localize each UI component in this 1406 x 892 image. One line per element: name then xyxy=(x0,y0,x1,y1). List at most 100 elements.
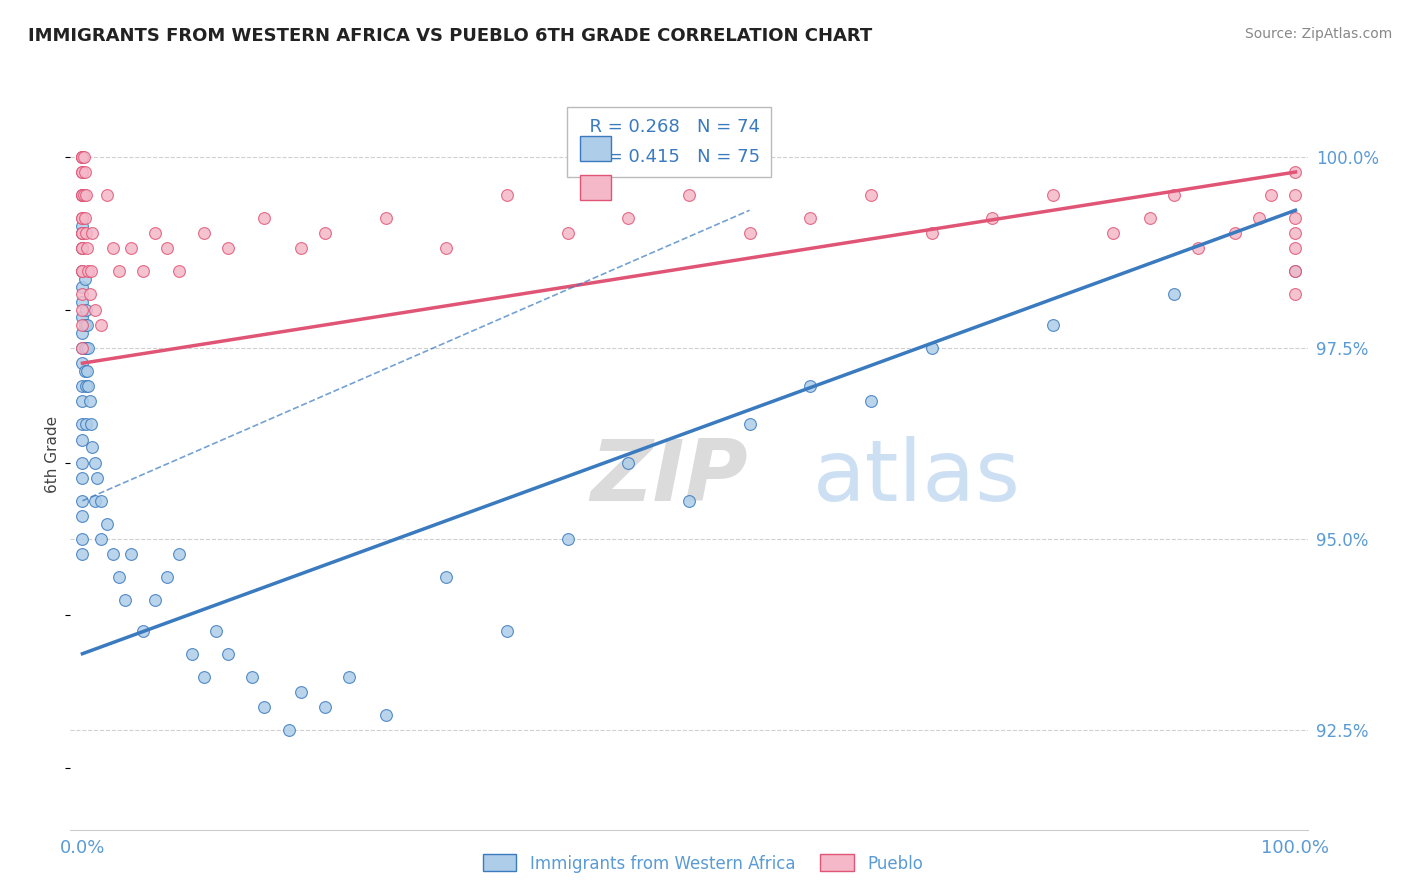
Point xyxy=(108,570,131,584)
Point xyxy=(1223,226,1246,240)
Point xyxy=(1247,211,1270,225)
Point xyxy=(76,364,98,378)
Point xyxy=(73,364,96,378)
Point xyxy=(72,318,94,332)
Point xyxy=(217,647,239,661)
Point xyxy=(314,700,336,714)
Point xyxy=(79,394,101,409)
Point xyxy=(72,493,94,508)
Point xyxy=(72,264,94,278)
Point xyxy=(72,417,94,432)
Point xyxy=(73,165,96,179)
Point xyxy=(169,264,191,278)
Point xyxy=(921,341,943,355)
Point xyxy=(496,188,519,202)
Point xyxy=(80,264,103,278)
Point xyxy=(75,417,97,432)
Point xyxy=(1139,211,1161,225)
Point xyxy=(72,310,94,325)
Point xyxy=(981,211,1004,225)
Point xyxy=(205,624,228,638)
Point xyxy=(217,242,239,256)
Point xyxy=(1284,226,1306,240)
Point xyxy=(1042,188,1064,202)
Point xyxy=(72,341,94,355)
Point xyxy=(156,242,179,256)
Point xyxy=(1163,188,1185,202)
Point xyxy=(73,272,96,286)
Point xyxy=(77,379,100,393)
Point xyxy=(1187,242,1209,256)
Point xyxy=(859,394,882,409)
Point xyxy=(1163,287,1185,301)
Point xyxy=(738,417,761,432)
Point xyxy=(72,165,94,179)
Point xyxy=(72,433,94,447)
Point xyxy=(72,456,94,470)
Text: ZIP: ZIP xyxy=(591,436,748,519)
Point xyxy=(72,150,94,164)
Point xyxy=(72,150,94,164)
Point xyxy=(1260,188,1282,202)
Point xyxy=(72,287,94,301)
Y-axis label: 6th Grade: 6th Grade xyxy=(45,417,60,493)
Point xyxy=(132,264,155,278)
Point xyxy=(72,188,94,202)
Point xyxy=(75,341,97,355)
Text: IMMIGRANTS FROM WESTERN AFRICA VS PUEBLO 6TH GRADE CORRELATION CHART: IMMIGRANTS FROM WESTERN AFRICA VS PUEBLO… xyxy=(28,27,872,45)
Point xyxy=(738,226,761,240)
Point xyxy=(72,264,94,278)
Point xyxy=(1284,242,1306,256)
Point xyxy=(557,532,579,546)
Point xyxy=(114,593,136,607)
Point xyxy=(72,150,94,164)
Point xyxy=(1284,211,1306,225)
Point xyxy=(253,700,276,714)
Point xyxy=(72,226,94,240)
Point xyxy=(1284,264,1306,278)
Text: atlas: atlas xyxy=(813,436,1021,519)
Point xyxy=(72,547,94,561)
Point xyxy=(76,242,98,256)
Point xyxy=(496,624,519,638)
Point xyxy=(75,302,97,317)
Point xyxy=(82,226,104,240)
Point xyxy=(75,379,97,393)
Point xyxy=(434,570,457,584)
Point xyxy=(678,493,700,508)
Point xyxy=(143,226,166,240)
FancyBboxPatch shape xyxy=(581,176,612,200)
Point xyxy=(72,188,94,202)
Point xyxy=(72,394,94,409)
Point xyxy=(72,264,94,278)
Point xyxy=(374,211,396,225)
Point xyxy=(72,295,94,310)
Point xyxy=(120,242,142,256)
Point xyxy=(1284,165,1306,179)
Point xyxy=(120,547,142,561)
Point xyxy=(72,509,94,524)
Point xyxy=(1102,226,1125,240)
Legend: Immigrants from Western Africa, Pueblo: Immigrants from Western Africa, Pueblo xyxy=(477,847,929,880)
Point xyxy=(108,264,131,278)
Point xyxy=(90,318,112,332)
Point xyxy=(337,670,360,684)
Point xyxy=(180,647,202,661)
Point xyxy=(72,188,94,202)
Point xyxy=(83,456,105,470)
Point xyxy=(72,279,94,293)
FancyBboxPatch shape xyxy=(581,136,612,161)
Point xyxy=(72,302,94,317)
Point xyxy=(76,318,98,332)
Point xyxy=(678,188,700,202)
Point xyxy=(72,211,94,225)
Point xyxy=(169,547,191,561)
Point xyxy=(101,547,124,561)
Point xyxy=(73,211,96,225)
Point xyxy=(75,188,97,202)
Point xyxy=(617,211,640,225)
Point xyxy=(799,379,821,393)
Point xyxy=(314,226,336,240)
Point xyxy=(72,226,94,240)
Point xyxy=(132,624,155,638)
